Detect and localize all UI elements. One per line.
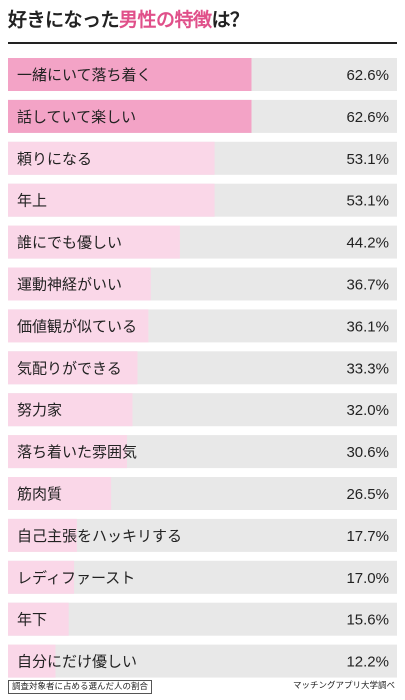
bar (8, 58, 252, 91)
title-highlight: 男性の特徴 (119, 9, 212, 31)
value-label: 32.0% (346, 402, 389, 419)
bar (8, 644, 56, 678)
bar (8, 560, 75, 594)
bar (8, 309, 149, 343)
value-label: 36.1% (346, 318, 389, 335)
bar (8, 393, 133, 427)
value-label: 36.7% (346, 277, 389, 294)
category-label: レディファースト (17, 569, 135, 587)
value-label: 26.5% (346, 486, 389, 503)
value-label: 17.0% (346, 570, 389, 587)
category-label: 運動神経がいい (17, 276, 122, 294)
category-label: 価値観が似ている (17, 317, 137, 335)
bar (8, 99, 252, 133)
category-label: 自分にだけ優しい (17, 653, 137, 671)
bar-track (8, 644, 397, 678)
bar (8, 183, 215, 217)
value-label: 53.1% (346, 151, 389, 168)
category-label: 年下 (17, 611, 47, 629)
bar (8, 351, 138, 385)
value-label: 44.2% (346, 235, 389, 252)
value-label: 12.2% (346, 654, 389, 671)
title-post: は？ (211, 9, 250, 31)
category-label: 誰にでも優しい (17, 234, 122, 252)
category-label: 一緒にいて落ち着く (17, 66, 152, 84)
bar (8, 225, 180, 259)
category-label: 自己主張をハッキリする (17, 527, 182, 545)
value-label: 17.7% (346, 528, 389, 545)
value-label: 15.6% (346, 612, 389, 629)
bar (8, 435, 127, 469)
survey-note: 調査対象者に占める選んだ人の割合 (8, 680, 153, 694)
title-rule (8, 42, 397, 44)
bar (8, 141, 215, 175)
value-label: 30.6% (346, 444, 389, 461)
bar-track (8, 602, 397, 636)
category-label: 頼りになる (17, 150, 92, 168)
title-pre: 好きになった (8, 9, 120, 31)
category-label: 落ち着いた雰囲気 (17, 443, 137, 461)
value-label: 62.6% (346, 109, 389, 126)
bar (8, 518, 77, 552)
value-label: 53.1% (346, 193, 389, 210)
category-label: 話していて楽しい (17, 108, 136, 126)
bar (8, 477, 112, 510)
value-label: 33.3% (346, 360, 389, 377)
value-label: 62.6% (346, 67, 389, 84)
bar (8, 267, 151, 301)
category-label: 筋肉質 (17, 485, 62, 503)
category-label: 年上 (17, 192, 47, 210)
category-label: 気配りができる (17, 359, 122, 377)
source-credit: マッチングアプリ大学調べ (292, 681, 395, 691)
page-title: 好きになった男性の特徴は？ (8, 4, 249, 36)
bar (8, 602, 69, 636)
category-label: 努力家 (17, 401, 62, 419)
